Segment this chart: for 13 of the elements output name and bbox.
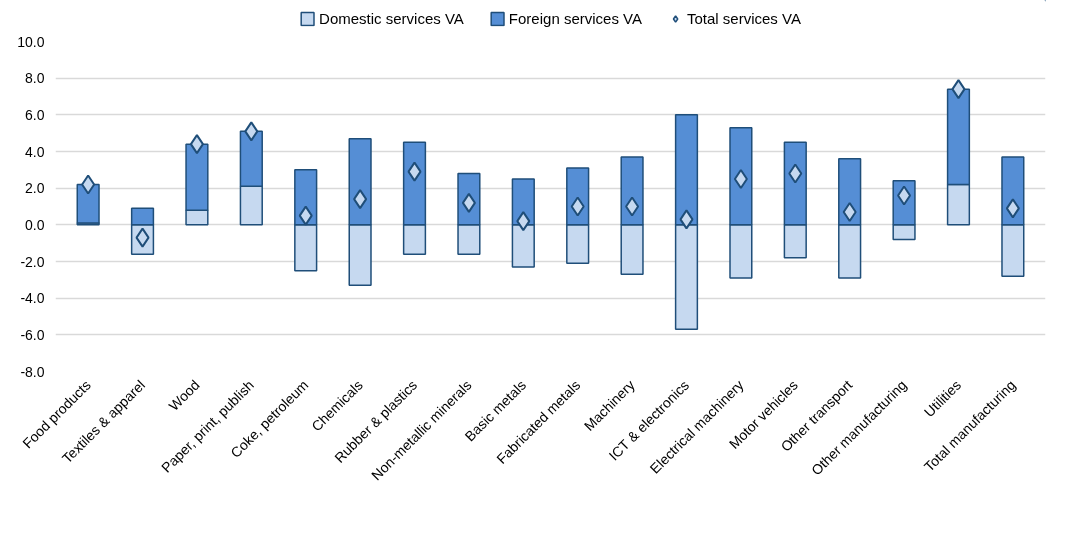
y-tick-label: 6.0	[25, 106, 45, 123]
y-tick-label: 8.0	[25, 70, 45, 87]
y-tick-label: -4.0	[20, 290, 45, 307]
y-tick-label: 10.0	[17, 33, 45, 50]
legend-label: Foreign services VA	[508, 9, 642, 27]
y-tick-label: -2.0	[20, 253, 45, 270]
y-tick-label: 4.0	[25, 143, 45, 160]
legend-label: Domestic services VA	[319, 9, 464, 27]
y-tick-label: 2.0	[25, 180, 45, 197]
legend-label: Total services VA	[686, 9, 801, 27]
y-tick-label: -8.0	[20, 363, 45, 380]
y-tick-label: 0.0	[25, 216, 45, 233]
y-tick-label: -6.0	[20, 326, 45, 343]
